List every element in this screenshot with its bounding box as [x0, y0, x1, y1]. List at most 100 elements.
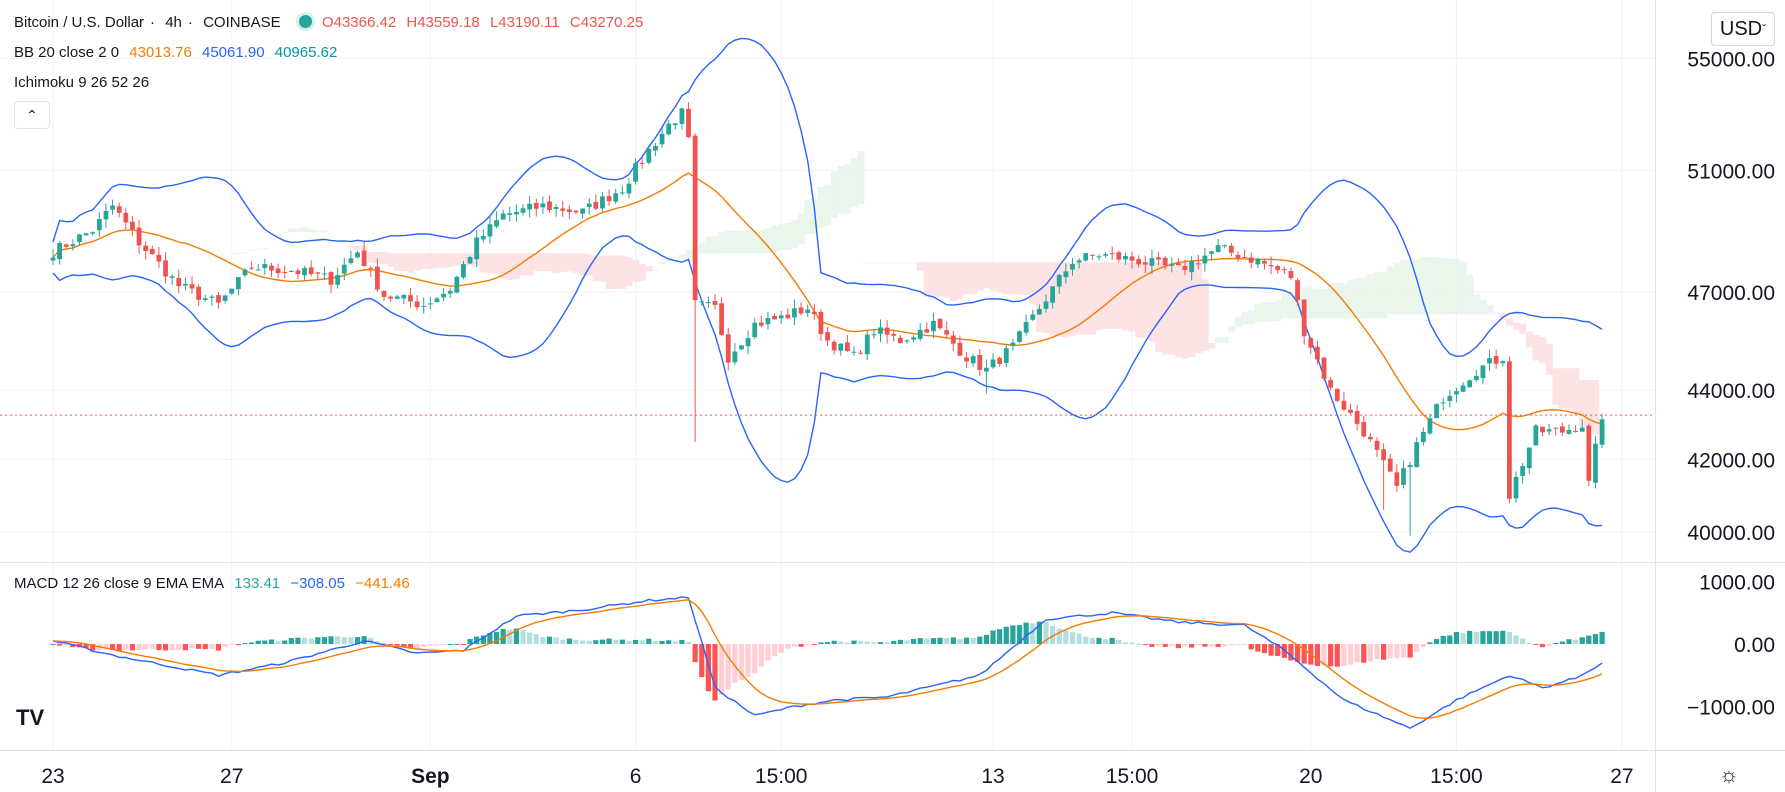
- candle-body: [474, 237, 480, 260]
- macd-histogram-bar: [791, 644, 798, 647]
- cloud-segment: [678, 254, 686, 260]
- macd-histogram-bar: [659, 640, 665, 645]
- macd-histogram-bar: [864, 641, 870, 645]
- candle-body: [189, 284, 195, 289]
- cloud-segment: [599, 255, 607, 282]
- macd-histogram-bar: [328, 636, 334, 645]
- macd-histogram-bar: [394, 644, 400, 646]
- macd-histogram-bar: [1215, 644, 1221, 648]
- macd-histogram-bar: [924, 638, 930, 645]
- candle-body: [1401, 468, 1406, 485]
- bb-legend[interactable]: BB 20 close 2 0 43013.76 45061.90 40965.…: [14, 44, 343, 61]
- candle-body: [686, 108, 691, 138]
- macd-histogram-bar: [414, 644, 420, 649]
- candle-body: [805, 309, 811, 313]
- candle-body: [1089, 254, 1095, 256]
- cloud-segment: [380, 251, 388, 264]
- cloud-segment: [605, 255, 613, 289]
- currency-selector[interactable]: USDˇ: [1711, 12, 1775, 46]
- cloud-segment: [1552, 368, 1560, 405]
- macd-histogram-bar: [1030, 623, 1036, 645]
- candle-body: [633, 163, 638, 182]
- macd-histogram-bar: [580, 640, 586, 645]
- cloud-segment: [897, 262, 905, 264]
- candle-body: [1275, 266, 1281, 271]
- candle-body: [1586, 425, 1592, 481]
- cloud-segment: [1559, 368, 1567, 409]
- macd-histogram-bar: [1381, 644, 1387, 660]
- macd-histogram-bar: [997, 629, 1003, 645]
- macd-histogram-bar: [990, 630, 996, 645]
- candle-body: [348, 258, 354, 263]
- candle-body: [315, 272, 321, 274]
- candle-body: [1030, 314, 1036, 320]
- candle-body: [480, 235, 486, 240]
- candle-body: [1023, 321, 1029, 333]
- candle-body: [699, 301, 705, 303]
- cloud-segment: [764, 228, 772, 253]
- cloud-segment: [1115, 262, 1123, 329]
- macd-histogram-bar: [1467, 630, 1473, 645]
- cloud-segment: [592, 255, 600, 282]
- macd-histogram-bar: [493, 631, 500, 645]
- candle-body: [1056, 274, 1062, 287]
- candle-body: [222, 295, 228, 301]
- candle-body: [1420, 431, 1426, 443]
- macd-histogram-bar: [818, 642, 824, 645]
- candle-body: [997, 357, 1003, 364]
- interval[interactable]: 4h: [165, 14, 182, 31]
- macd-histogram-bar: [129, 644, 136, 651]
- cloud-segment: [261, 248, 269, 250]
- cloud-segment: [254, 249, 263, 251]
- candle-body: [977, 355, 983, 371]
- symbol-name[interactable]: Bitcoin / U.S. Dollar: [14, 14, 145, 31]
- tradingview-logo[interactable]: TV: [16, 705, 45, 730]
- macd-histogram-bar: [1275, 644, 1281, 656]
- collapse-legend-button[interactable]: ⌃: [14, 101, 50, 129]
- candle-body: [553, 207, 559, 210]
- candle-body: [235, 277, 241, 290]
- macd-histogram-bar: [407, 644, 414, 649]
- settings-gear-icon[interactable]: ☼: [1718, 762, 1739, 787]
- candle-body: [705, 302, 711, 304]
- macd-histogram-bar: [1076, 633, 1082, 645]
- macd-histogram-bar: [487, 633, 493, 645]
- macd-histogram-bar: [546, 636, 553, 645]
- ichimoku-legend[interactable]: Ichimoku 9 26 52 26: [14, 74, 155, 91]
- candle-body: [143, 245, 149, 251]
- macd-histogram-bar: [963, 637, 970, 645]
- cloud-segment: [367, 251, 375, 263]
- candle-body: [1467, 380, 1473, 388]
- cloud-segment: [612, 255, 620, 289]
- macd-histogram-bar: [944, 637, 950, 645]
- candle-body: [1195, 263, 1201, 265]
- macd-histogram-bar: [1102, 639, 1109, 645]
- macd-histogram-bar: [1043, 621, 1049, 645]
- macd-histogram-bar: [1573, 639, 1579, 645]
- macd-histogram-bar: [1579, 637, 1585, 645]
- macd-histogram-bar: [1414, 644, 1420, 652]
- macd-histogram-bar: [1195, 644, 1201, 646]
- candle-body: [606, 196, 612, 202]
- candle-body: [851, 351, 857, 353]
- candle-body: [798, 307, 804, 314]
- cloud-segment: [1353, 278, 1361, 319]
- candle-body: [494, 220, 499, 227]
- candle-body: [1202, 255, 1208, 264]
- macd-histogram-bar: [1506, 631, 1512, 645]
- candle-body: [434, 298, 440, 303]
- cloud-segment: [943, 262, 951, 298]
- macd-histogram-bar: [632, 639, 639, 645]
- candle-body: [1540, 426, 1545, 433]
- candle-body: [1480, 365, 1486, 379]
- cloud-segment: [1089, 262, 1097, 335]
- macd-histogram-bar: [1036, 621, 1042, 645]
- cloud-segment: [1466, 274, 1474, 315]
- cloud-segment: [1539, 336, 1547, 364]
- cloud-segment: [1492, 312, 1500, 315]
- macd-histogram-bar: [705, 644, 711, 692]
- candle-body: [361, 250, 367, 267]
- macd-legend[interactable]: MACD 12 26 close 9 EMA EMA 133.41 −308.0…: [14, 575, 416, 592]
